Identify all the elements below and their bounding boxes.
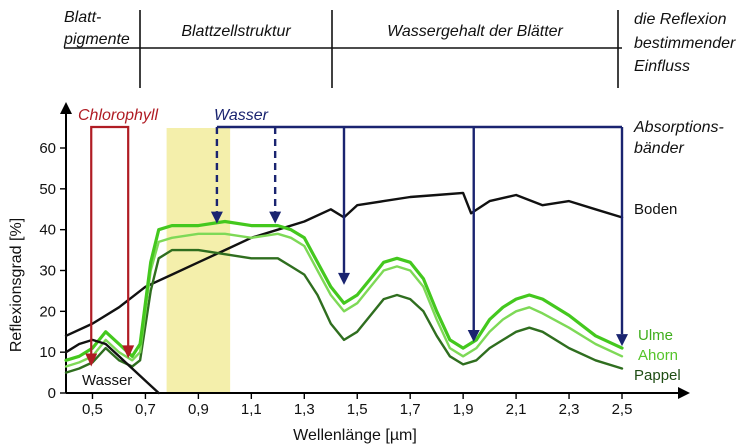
- wasser-arrowhead: [210, 211, 223, 224]
- absorption-label-line2: bänder: [634, 140, 684, 157]
- y-tick-label: 40: [39, 222, 56, 239]
- ulme-label: Ulme: [638, 327, 673, 344]
- series-line-ahorn: [64, 232, 624, 368]
- header-label-2-1: Blattzellstruktur: [181, 23, 291, 40]
- axes: 0,5 0,7 0,9 1,1 1,3 1,5 1,7 1,9 2,1 2,3 2,5 0 10 20 30…: [39, 102, 690, 418]
- x-tick-label: 1,5: [347, 401, 368, 418]
- absorption-label-line1: Absorptions-: [633, 119, 724, 136]
- chlorophyll-arrowhead: [122, 345, 135, 359]
- boden-label: Boden: [634, 201, 677, 218]
- header-label-3-1: Wassergehalt der Blätter: [387, 23, 563, 40]
- y-axis-label: Reflexionsgrad [%]: [8, 218, 25, 352]
- x-tick-label: 1,7: [400, 401, 421, 418]
- y-tick-label: 60: [39, 140, 56, 157]
- y-tick-label: 50: [39, 181, 56, 198]
- x-tick-label: 0,7: [135, 401, 156, 418]
- x-tick-label: 2,3: [559, 401, 580, 418]
- chlorophyll-label: Chlorophyll: [78, 107, 158, 124]
- wasser-absorption-label: Wasser: [214, 107, 269, 124]
- chlorophyll-arrowhead: [85, 353, 98, 367]
- header-label-1-2: pigmente: [63, 31, 130, 48]
- series-line-pappel: [64, 248, 624, 374]
- absorption-arrows: [85, 125, 628, 367]
- x-axis-label: Wellenlänge [µm]: [293, 427, 417, 444]
- y-tick-label: 0: [48, 385, 56, 402]
- highlight-band: [166, 128, 231, 393]
- chlorophyll-bracket: [90, 125, 130, 359]
- ahorn-label: Ahorn: [638, 347, 678, 364]
- pappel-label: Pappel: [634, 367, 681, 384]
- series-layer: [64, 191, 624, 395]
- header-label-1-1: Blatt-: [64, 9, 101, 26]
- y-tick-label: 20: [39, 303, 56, 320]
- series-line-wasser: [64, 338, 160, 395]
- y-tick-label: 10: [39, 344, 56, 361]
- x-axis-arrowhead: [678, 387, 690, 399]
- header-label-4-3: Einfluss: [634, 58, 690, 75]
- wasser-arrowhead: [338, 272, 350, 285]
- series-line-ulme: [64, 219, 624, 362]
- wasser-arrowhead: [616, 334, 628, 347]
- wasser-arrowhead: [269, 211, 282, 224]
- x-tick-label: 1,1: [241, 401, 262, 418]
- header-label-4-1: die Reflexion: [634, 11, 727, 28]
- y-tick-label: 30: [39, 263, 56, 280]
- x-tick-label: 0,5: [82, 401, 103, 418]
- header-label-4-2: bestimmender: [634, 35, 736, 52]
- x-tick-label: 2,1: [506, 401, 527, 418]
- y-axis-arrowhead: [60, 102, 72, 114]
- series-line-boden: [64, 191, 624, 337]
- header-legend: Blatt-pigmente Blattzellstruktur Wassergeh…: [63, 9, 736, 88]
- x-tick-label: 2,5: [612, 401, 633, 418]
- wasser-arrowhead: [467, 330, 480, 342]
- x-tick-label: 1,9: [453, 401, 474, 418]
- x-tick-label: 0,9: [188, 401, 209, 418]
- x-tick-label: 1,3: [294, 401, 315, 418]
- wasser-curve-label: Wasser: [82, 372, 132, 389]
